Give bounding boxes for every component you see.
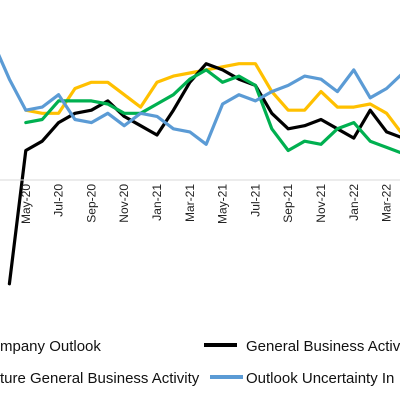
series-line-future-general-business-activity [24,68,400,155]
x-tick-label: Sep-20 [84,184,98,223]
x-tick-labels: May-20 Jul-20 Sep-20 Nov-20 Jan-21 Mar-21 May-… [19,184,394,224]
legend-label: General Business Activ [246,338,400,355]
x-tick-label: Sep-21 [281,184,295,223]
x-tick-label: Nov-20 [117,184,131,223]
x-tick-label: Jan-21 [150,184,164,221]
x-tick-label: Nov-21 [314,184,328,223]
x-tick-label: Mar-22 [380,184,394,222]
legend-label: mpany Outlook [0,338,101,355]
x-tick-label: Jul-21 [248,184,262,217]
x-tick-label: Mar-21 [183,184,197,222]
series-line-company-outlook [24,62,400,134]
legend-label: Outlook Uncertainty In [246,370,394,387]
series-line-outlook-uncertainty-index [0,53,400,146]
legend-label: ture General Business Activity [0,370,200,387]
x-tick-label: Jul-20 [52,184,66,217]
legend: mpany Outlook General Business Activ ture … [0,338,400,387]
x-tick-label: May-21 [216,184,230,224]
x-tick-label: May-20 [19,184,33,224]
series-lines [0,53,400,286]
x-tick-label: Jan-22 [347,184,361,221]
series-line-general-business-activity [7,62,400,286]
